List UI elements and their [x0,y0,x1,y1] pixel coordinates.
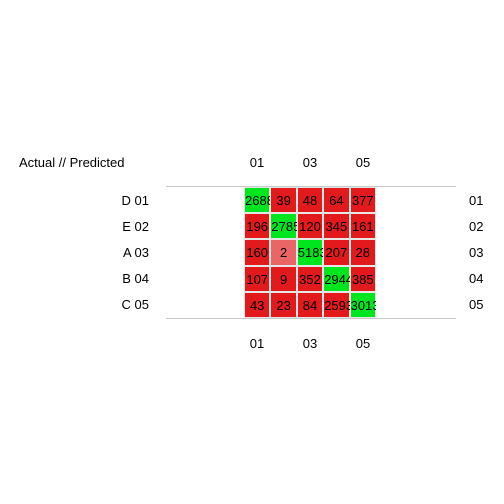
heatmap-cell-value: 385 [352,267,374,293]
heatmap-cell-value: 2 [280,240,287,266]
heatmap-cell: 28 [350,239,376,265]
heatmap-cell: 345 [323,213,349,239]
heatmap-cell: 2785 [270,213,296,239]
heatmap-cell: 3013 [350,292,376,318]
heatmap-cell-value: 48 [303,188,317,214]
bottom-x-tick-label: 01 [244,337,270,351]
heatmap-cell-value: 196 [246,214,268,240]
heatmap-cell: 161 [350,213,376,239]
heatmap-cell: 84 [297,292,323,318]
right-row-label: 04 [469,272,483,286]
heatmap-cell-value: 43 [250,293,264,318]
row-label: C 05 [122,298,149,312]
heatmap-cell: 120 [297,213,323,239]
heatmap-cell: 107 [244,266,270,292]
heatmap-cell: 207 [323,239,349,265]
heatmap-cell-value: 28 [356,240,370,266]
heatmap-cell-value: 377 [352,188,374,214]
right-row-label: 03 [469,246,483,260]
top-x-tick-label: 01 [244,156,270,170]
bottom-x-tick-label: 03 [297,337,323,351]
heatmap-cell-value: 107 [246,267,268,293]
heatmap-cell: 2688 [244,187,270,213]
row-label: A 03 [123,246,149,260]
corner-label: Actual // Predicted [19,156,125,170]
heatmap-cell-value: 3013 [351,293,376,318]
heatmap-cell: 2 [270,239,296,265]
row-label: E 02 [122,220,149,234]
heatmap-cell-value: 9 [280,267,287,293]
right-row-label: 05 [469,298,483,312]
heatmap-cell-value: 39 [276,188,290,214]
heatmap-cell-value: 23 [276,293,290,318]
heatmap-cell: 2944 [323,266,349,292]
heatmap-cell-value: 161 [352,214,374,240]
heatmap-cell-value: 84 [303,293,317,318]
heatmap-cell: 2593 [323,292,349,318]
heatmap-cell: 9 [270,266,296,292]
row-label: B 04 [122,272,149,286]
heatmap-cell: 48 [297,187,323,213]
bottom-x-tick-label: 05 [350,337,376,351]
heatmap-cell-value: 352 [299,267,321,293]
heatmap-cell-value: 160 [246,240,268,266]
heatmap-cell: 377 [350,187,376,213]
heatmap-cell-value: 207 [326,240,348,266]
right-row-label: 02 [469,220,483,234]
top-x-tick-label: 05 [350,156,376,170]
heatmap-cell: 23 [270,292,296,318]
heatmap-cell: 385 [350,266,376,292]
heatmap-cell-value: 120 [299,214,321,240]
heatmap-cell: 43 [244,292,270,318]
top-x-tick-label: 03 [297,156,323,170]
right-row-label: 01 [469,194,483,208]
row-label: D 01 [122,194,149,208]
heatmap-grid: 2688 39 48 64 377 196 2785 120 345 161 160 2 5183 207… [244,187,376,318]
heatmap-cell-value: 64 [329,188,343,214]
heatmap-cell-value: 345 [326,214,348,240]
heatmap-cell: 39 [270,187,296,213]
heatmap-cell: 196 [244,213,270,239]
heatmap-cell: 160 [244,239,270,265]
bottom-rule [166,318,456,319]
heatmap-cell: 352 [297,266,323,292]
heatmap-cell: 5183 [297,239,323,265]
heatmap-cell: 64 [323,187,349,213]
